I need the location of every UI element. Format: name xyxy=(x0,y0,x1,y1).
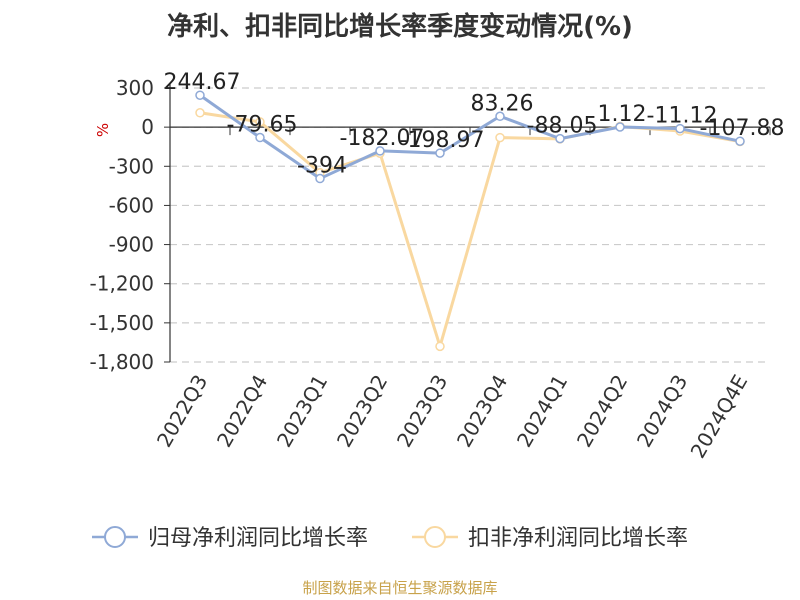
x-tick-label: 2023Q1 xyxy=(272,371,332,452)
y-tick-label: 0 xyxy=(141,115,154,139)
data-label: 244.67 xyxy=(164,70,241,95)
data-point xyxy=(735,136,745,146)
y-tick-label: -1,200 xyxy=(90,272,154,296)
source-note: 制图数据来自恒生聚源数据库 xyxy=(302,579,498,597)
data-point xyxy=(495,132,505,143)
chart-title: 净利、扣非同比增长率季度变动情况(%) xyxy=(167,12,633,42)
y-tick-label: -300 xyxy=(109,154,154,178)
x-tick-label: 2024Q3 xyxy=(632,371,692,452)
data-label: -198.97 xyxy=(400,128,485,153)
data-label: -107.88 xyxy=(700,116,785,141)
data-label: -11.12 xyxy=(647,104,718,129)
x-tick-label: 2022Q4 xyxy=(212,371,272,452)
data-point xyxy=(255,117,265,127)
data-label: -394 xyxy=(297,154,347,179)
x-tick-label: 2024Q1 xyxy=(512,371,572,452)
series-line-0 xyxy=(199,93,741,181)
x-tick-label: 2023Q2 xyxy=(332,371,392,452)
data-label: -182.07 xyxy=(340,126,425,151)
legend-marker-1 xyxy=(424,526,446,548)
x-tick-label: 2024Q2 xyxy=(572,371,632,452)
data-point xyxy=(675,123,685,134)
y-tick-label: -1,500 xyxy=(90,311,154,335)
data-label: 1.12 xyxy=(598,102,647,127)
data-point xyxy=(195,108,205,118)
data-point xyxy=(195,90,205,100)
legend-label-0: 归母净利润同比增长率 xyxy=(148,526,368,551)
data-point xyxy=(495,111,505,122)
data-point xyxy=(255,132,265,143)
data-point xyxy=(375,146,385,156)
legend-label-1: 扣非净利润同比增长率 xyxy=(468,526,688,551)
x-tick-label: 2022Q3 xyxy=(152,371,212,452)
x-tick-label: 2023Q4 xyxy=(452,371,512,452)
data-point xyxy=(615,122,625,132)
y-tick-label: -1,800 xyxy=(90,350,154,374)
data-point xyxy=(435,341,445,352)
x-tick-label: 2023Q3 xyxy=(392,371,452,452)
legend-marker-0 xyxy=(104,526,126,548)
y-tick-label: 300 xyxy=(116,76,154,100)
data-point xyxy=(315,173,325,184)
data-label: -88.05 xyxy=(527,114,598,139)
x-tick-label: 2024Q4E xyxy=(686,371,753,463)
y-tick-label: -900 xyxy=(109,233,154,257)
data-point xyxy=(555,133,565,144)
data-point xyxy=(435,148,445,158)
y-axis-unit: % xyxy=(94,123,112,137)
data-label: 83.26 xyxy=(471,91,534,116)
data-label: -79.65 xyxy=(227,113,298,138)
y-tick-label: -600 xyxy=(109,193,154,217)
